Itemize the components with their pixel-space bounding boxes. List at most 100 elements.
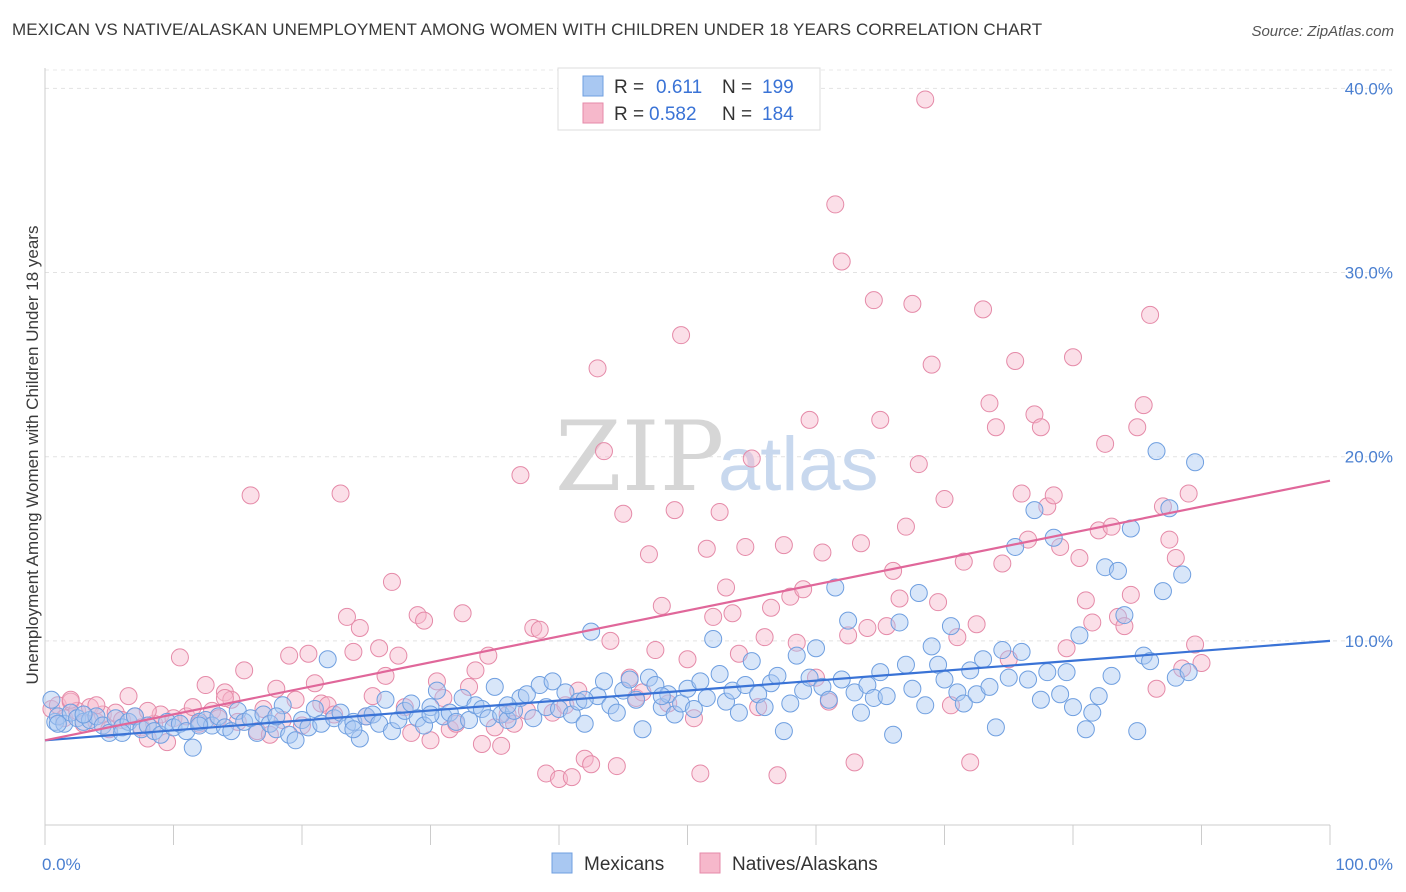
data-point	[1064, 348, 1082, 367]
data-point	[697, 688, 716, 707]
data-point	[691, 764, 710, 783]
bottom-legend: Mexicans Natives/Alaskans	[551, 852, 878, 875]
data-point	[652, 687, 671, 706]
data-point	[1057, 639, 1076, 658]
data-point	[1128, 418, 1147, 437]
data-point	[916, 90, 935, 109]
watermark: ZIP atlas	[555, 401, 879, 513]
data-point	[530, 620, 549, 639]
data-point	[1051, 685, 1070, 704]
data-point	[196, 676, 215, 695]
data-point	[858, 618, 877, 637]
data-point	[639, 668, 658, 687]
legend-n-label: N =	[722, 77, 752, 98]
data-point	[665, 705, 684, 724]
data-point	[1166, 548, 1185, 567]
legend-swatch-mexicans	[582, 75, 604, 97]
data-point	[562, 768, 581, 787]
data-point	[909, 455, 928, 474]
bottom-legend-label: Natives/Alaskans	[732, 854, 878, 875]
data-point	[1141, 305, 1160, 324]
data-point	[1134, 396, 1153, 415]
watermark-zip: ZIP	[555, 401, 724, 513]
tick-labels: 10.0% 20.0% 30.0% 40.0% 0.0% 100.0%	[42, 79, 1393, 874]
data-point	[235, 661, 254, 680]
data-point	[190, 716, 209, 735]
data-point	[826, 195, 845, 214]
data-point	[1153, 582, 1172, 601]
y-tick-label: 20.0%	[1345, 448, 1393, 467]
data-point	[890, 589, 909, 608]
data-point	[350, 729, 369, 748]
data-point	[575, 714, 594, 733]
chart-title: MEXICAN VS NATIVE/ALASKAN UNEMPLOYMENT A…	[12, 20, 1043, 39]
data-point	[652, 596, 671, 615]
data-point	[742, 449, 761, 468]
x-tick-label: 0.0%	[42, 855, 81, 874]
data-point	[74, 705, 93, 724]
data-point	[1031, 418, 1050, 437]
data-point	[774, 722, 793, 741]
data-point	[1006, 351, 1025, 370]
data-point	[768, 766, 787, 785]
data-point	[1038, 663, 1057, 682]
data-point	[710, 502, 729, 521]
data-point	[337, 607, 356, 626]
data-point	[845, 753, 864, 772]
data-point	[524, 618, 543, 637]
data-point	[1186, 453, 1205, 472]
data-point	[1192, 653, 1211, 672]
bottom-legend-swatch-mexicans	[551, 852, 573, 874]
data-point	[890, 613, 909, 632]
data-point	[864, 291, 883, 310]
data-point	[588, 359, 607, 378]
data-point	[485, 677, 504, 696]
data-point	[665, 501, 684, 520]
data-point	[749, 698, 768, 717]
data-point	[633, 720, 652, 739]
data-point	[787, 633, 806, 652]
data-point	[684, 699, 703, 718]
data-point	[1121, 585, 1140, 604]
data-point	[241, 486, 260, 505]
data-point	[781, 694, 800, 713]
trend-line-natives	[44, 479, 1331, 742]
data-point	[119, 687, 138, 706]
data-point	[704, 607, 723, 626]
axes	[44, 68, 1331, 845]
data-point	[1160, 530, 1179, 549]
data-point	[813, 543, 832, 562]
data-point	[691, 672, 710, 691]
data-point	[582, 755, 601, 774]
data-point	[524, 709, 543, 728]
data-point	[678, 650, 697, 669]
data-point	[453, 604, 472, 623]
data-point	[762, 598, 781, 617]
data-point	[1051, 537, 1070, 556]
data-point	[903, 679, 922, 698]
data-point	[492, 736, 511, 755]
data-point	[1070, 626, 1089, 645]
legend-n-label: N =	[722, 104, 752, 125]
data-point	[305, 674, 324, 693]
data-point	[460, 677, 479, 696]
data-point	[755, 628, 774, 647]
legend-n-value: 199	[762, 77, 794, 98]
data-point	[896, 517, 915, 536]
data-point	[839, 626, 858, 645]
data-point	[1083, 613, 1102, 632]
grid-lines	[45, 69, 1392, 642]
data-point	[1147, 442, 1166, 461]
data-point	[350, 618, 369, 637]
data-point	[607, 757, 626, 776]
data-point	[569, 692, 588, 711]
data-point	[1096, 434, 1115, 453]
data-point	[472, 699, 491, 718]
data-point	[717, 692, 736, 711]
data-point	[1083, 703, 1102, 722]
data-point	[594, 442, 613, 461]
data-point	[986, 418, 1005, 437]
data-point	[1179, 663, 1198, 682]
data-point	[382, 722, 401, 741]
data-point	[299, 644, 318, 663]
